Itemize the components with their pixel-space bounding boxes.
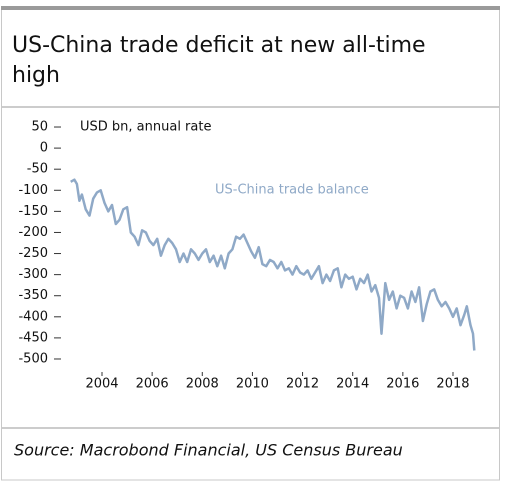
x-tick-label: 2018 [436, 377, 469, 392]
y-tick-label: -100 [18, 183, 48, 198]
y-tick-label: -200 [18, 225, 48, 240]
y-tick-label: -350 [18, 288, 48, 303]
y-tick-label: -500 [18, 351, 48, 366]
chart-title-line: US-China trade deficit at new all-time [12, 33, 426, 58]
y-tick-label: -400 [18, 309, 48, 324]
y-tick-label: -300 [18, 267, 48, 282]
top-bar [1, 6, 500, 10]
y-tick-label: -50 [27, 162, 48, 177]
x-tick-label: 2010 [236, 377, 269, 392]
series-label: US-China trade balance [215, 183, 369, 198]
x-tick-label: 2004 [85, 377, 118, 392]
y-axis-label: USD bn, annual rate [80, 120, 211, 135]
y-tick-label: -150 [18, 204, 48, 219]
x-tick-label: 2016 [386, 377, 419, 392]
x-tick-label: 2012 [286, 377, 319, 392]
series-line [70, 178, 476, 351]
x-tick-label: 2014 [336, 377, 369, 392]
frame [1, 7, 500, 481]
y-tick-label: 50 [31, 120, 48, 135]
y-tick-label: 0 [40, 141, 48, 156]
y-tick-label: -250 [18, 246, 48, 261]
chart-title-line: high [12, 63, 60, 88]
x-tick-label: 2006 [136, 377, 169, 392]
x-tick-label: 2008 [186, 377, 219, 392]
y-tick-label: -450 [18, 330, 48, 345]
source: Source: Macrobond Financial, US Census B… [14, 441, 403, 460]
